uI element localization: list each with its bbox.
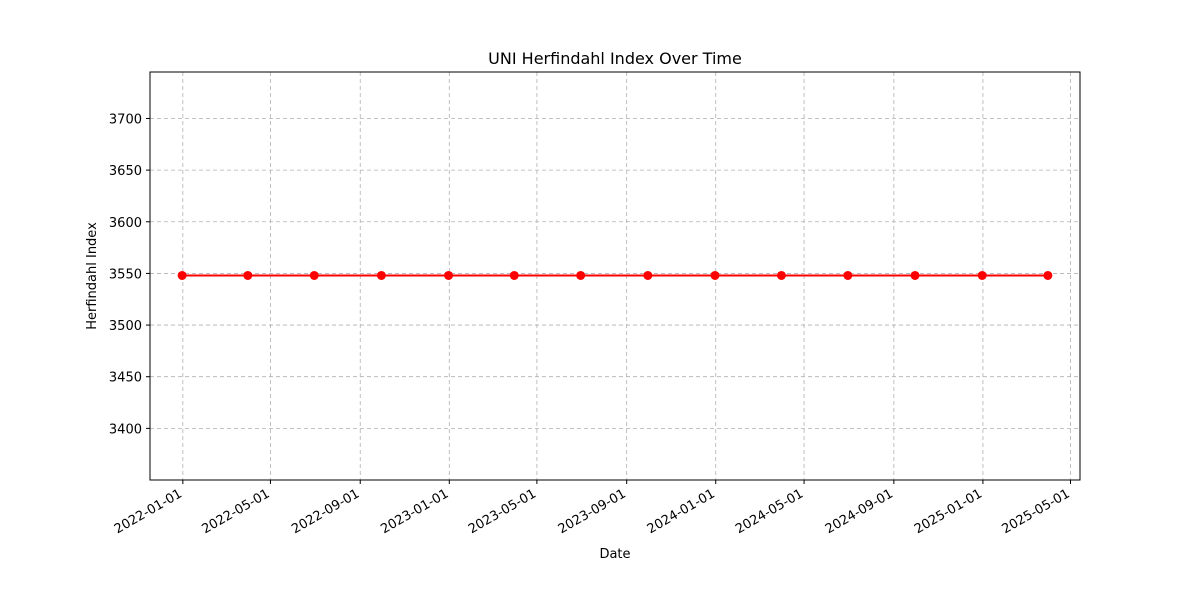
y-tick-label: 3650 (109, 164, 142, 179)
data-point (843, 270, 853, 280)
data-point (444, 270, 454, 280)
y-tick-label: 3600 (109, 216, 142, 231)
y-tick-label: 3550 (109, 267, 142, 282)
y-tick-label: 3450 (109, 371, 142, 386)
plot-area (149, 71, 1081, 481)
data-point (977, 270, 987, 280)
data-point (643, 270, 653, 280)
x-axis-label: Date (599, 547, 630, 562)
data-point (910, 270, 920, 280)
data-point (243, 270, 253, 280)
data-point (309, 270, 319, 280)
data-point (509, 270, 519, 280)
data-point (576, 270, 586, 280)
data-point (177, 270, 187, 280)
data-point (776, 270, 786, 280)
y-tick-label: 3500 (109, 319, 142, 334)
y-axis-label: Herfindahl Index (85, 222, 100, 330)
series (177, 270, 1053, 280)
y-tick-label: 3400 (109, 422, 142, 437)
data-point (1043, 270, 1053, 280)
y-tick-label: 3700 (109, 112, 142, 127)
data-point (710, 270, 720, 280)
chart-title: UNI Herfindahl Index Over Time (488, 49, 742, 68)
data-point (376, 270, 386, 280)
